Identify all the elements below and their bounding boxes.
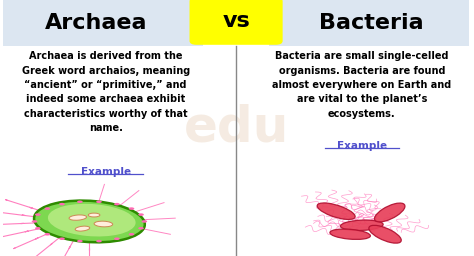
Ellipse shape	[77, 240, 82, 242]
Ellipse shape	[340, 220, 383, 230]
Text: Bacteria: Bacteria	[319, 13, 423, 33]
Ellipse shape	[59, 238, 65, 240]
FancyBboxPatch shape	[190, 0, 283, 45]
Ellipse shape	[96, 200, 102, 203]
Ellipse shape	[45, 207, 50, 210]
Ellipse shape	[129, 233, 134, 236]
Ellipse shape	[88, 213, 100, 217]
Ellipse shape	[138, 227, 144, 230]
Text: Example: Example	[81, 166, 131, 177]
Ellipse shape	[32, 220, 37, 223]
Ellipse shape	[75, 226, 90, 231]
Ellipse shape	[114, 238, 120, 240]
Ellipse shape	[45, 233, 50, 236]
FancyBboxPatch shape	[3, 0, 203, 46]
Text: Example: Example	[337, 141, 387, 151]
Ellipse shape	[35, 213, 41, 216]
Text: vs: vs	[222, 11, 250, 31]
Ellipse shape	[69, 215, 87, 220]
Text: Bacteria are small single-celled
organisms. Bacteria are found
almost everywhere: Bacteria are small single-celled organis…	[272, 51, 451, 119]
Ellipse shape	[138, 213, 144, 216]
Text: Archaea: Archaea	[45, 13, 148, 33]
Text: edu: edu	[183, 104, 289, 152]
Ellipse shape	[48, 204, 136, 237]
Ellipse shape	[96, 240, 102, 242]
Ellipse shape	[34, 201, 145, 242]
Ellipse shape	[330, 229, 370, 239]
Ellipse shape	[59, 203, 65, 205]
FancyBboxPatch shape	[269, 0, 469, 46]
Ellipse shape	[35, 227, 41, 230]
Ellipse shape	[369, 225, 401, 243]
Ellipse shape	[77, 200, 82, 203]
Text: Archaea is derived from the
Greek word archaios, meaning
“ancient” or “primitive: Archaea is derived from the Greek word a…	[22, 51, 190, 133]
Ellipse shape	[129, 207, 134, 210]
Ellipse shape	[317, 203, 355, 219]
Ellipse shape	[114, 203, 120, 205]
Ellipse shape	[94, 221, 113, 227]
Ellipse shape	[374, 203, 405, 222]
Ellipse shape	[142, 220, 147, 223]
